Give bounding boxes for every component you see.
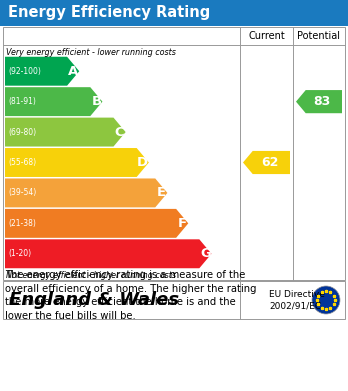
Text: The energy efficiency rating is a measure of the
overall efficiency of a home. T: The energy efficiency rating is a measur… bbox=[5, 270, 256, 321]
Bar bbox=[3, 281, 345, 319]
Polygon shape bbox=[5, 118, 126, 147]
Text: (69-80): (69-80) bbox=[8, 127, 36, 136]
Text: (1-20): (1-20) bbox=[8, 249, 31, 258]
Polygon shape bbox=[296, 90, 342, 113]
Text: (39-54): (39-54) bbox=[8, 188, 36, 197]
Text: (81-91): (81-91) bbox=[8, 97, 36, 106]
Text: England & Wales: England & Wales bbox=[9, 291, 179, 309]
Text: F: F bbox=[177, 217, 187, 230]
Polygon shape bbox=[243, 151, 290, 174]
Polygon shape bbox=[5, 178, 167, 207]
Text: 62: 62 bbox=[261, 156, 278, 169]
Text: G: G bbox=[200, 247, 211, 260]
Text: Energy Efficiency Rating: Energy Efficiency Rating bbox=[8, 5, 210, 20]
Text: Current: Current bbox=[248, 31, 285, 41]
Polygon shape bbox=[5, 239, 212, 268]
Polygon shape bbox=[5, 57, 79, 86]
Bar bbox=[0, 0, 348, 26]
Polygon shape bbox=[5, 87, 102, 116]
Text: 83: 83 bbox=[314, 95, 331, 108]
Text: (92-100): (92-100) bbox=[8, 67, 41, 76]
Text: Not energy efficient - higher running costs: Not energy efficient - higher running co… bbox=[6, 271, 176, 280]
Polygon shape bbox=[5, 209, 188, 238]
Text: Potential: Potential bbox=[298, 31, 340, 41]
Text: Very energy efficient - lower running costs: Very energy efficient - lower running co… bbox=[6, 48, 176, 57]
Text: (55-68): (55-68) bbox=[8, 158, 36, 167]
Text: D: D bbox=[137, 156, 148, 169]
Text: A: A bbox=[68, 65, 78, 78]
Text: B: B bbox=[91, 95, 101, 108]
Text: E: E bbox=[157, 187, 166, 199]
Text: (21-38): (21-38) bbox=[8, 219, 36, 228]
Text: C: C bbox=[115, 126, 124, 138]
Bar bbox=[3, 27, 345, 280]
Circle shape bbox=[312, 286, 340, 314]
Polygon shape bbox=[5, 148, 149, 177]
Text: EU Directive
2002/91/EC: EU Directive 2002/91/EC bbox=[269, 290, 325, 310]
